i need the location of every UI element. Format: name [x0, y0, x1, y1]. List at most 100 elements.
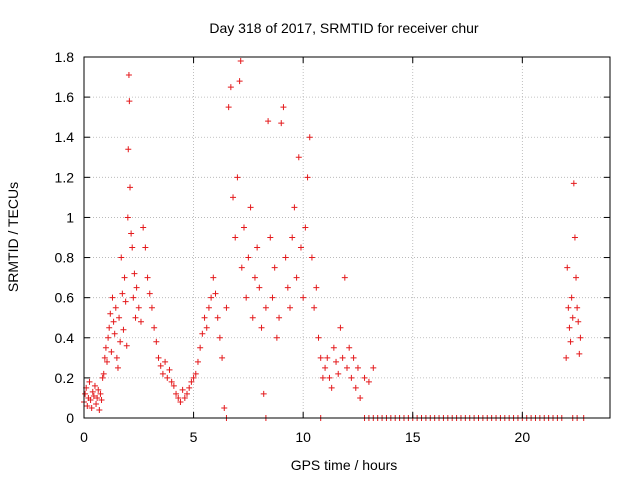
data-point [129, 244, 136, 251]
data-point [84, 402, 91, 409]
y-tick-label: 0 [66, 410, 74, 426]
data-point [201, 314, 208, 321]
data-point [563, 354, 570, 361]
data-point [106, 324, 113, 331]
data-point [313, 284, 320, 291]
data-point [120, 326, 127, 333]
data-point [293, 274, 300, 281]
data-point [197, 344, 204, 351]
data-point [123, 342, 130, 349]
data-point [181, 394, 188, 401]
data-point [276, 314, 283, 321]
data-point [237, 58, 244, 65]
data-point [234, 174, 241, 181]
data-point [247, 204, 254, 211]
data-point [144, 274, 151, 281]
data-point [568, 294, 575, 301]
data-point [133, 284, 140, 291]
data-point [308, 254, 315, 261]
data-point [90, 392, 97, 399]
data-point [132, 314, 139, 321]
data-point [324, 354, 331, 361]
data-point [570, 180, 577, 187]
data-point [306, 134, 313, 141]
x-tick-label: 0 [80, 429, 88, 445]
data-point [240, 224, 247, 231]
data-point [344, 364, 350, 371]
data-point [119, 290, 126, 297]
data-point [260, 390, 267, 397]
data-point [114, 364, 121, 371]
data-point [304, 174, 311, 181]
x-tick-label: 10 [295, 429, 311, 445]
ticks-layer [83, 56, 610, 419]
data-point [300, 294, 307, 301]
data-point [98, 396, 105, 403]
data-point [164, 374, 171, 381]
data-point [210, 274, 217, 281]
data-point [287, 304, 294, 311]
data-point [227, 84, 234, 91]
y-tick-label: 0.8 [55, 250, 75, 266]
data-point [335, 370, 342, 377]
data-point [350, 354, 357, 361]
data-point [262, 304, 269, 311]
data-point [574, 304, 581, 311]
data-point [341, 274, 348, 281]
data-point [223, 304, 230, 311]
data-point [140, 224, 147, 231]
data-point [192, 370, 199, 377]
data-point [121, 274, 128, 281]
y-tick-label: 0.6 [55, 290, 75, 306]
x-tick-label: 20 [515, 429, 531, 445]
data-point [109, 294, 116, 301]
data-point [128, 230, 135, 237]
points-layer [81, 58, 587, 421]
data-point [238, 264, 245, 271]
data-point [102, 344, 109, 351]
data-point [282, 254, 289, 261]
data-point [214, 314, 221, 321]
data-point [254, 244, 261, 251]
data-point [127, 184, 134, 191]
data-point [153, 338, 160, 345]
data-point [159, 370, 166, 377]
data-point [291, 204, 298, 211]
data-point [91, 382, 98, 389]
data-point [89, 388, 96, 395]
data-point [565, 304, 572, 311]
data-point [117, 338, 124, 345]
data-point [86, 378, 93, 385]
data-point [124, 214, 131, 221]
data-point [203, 324, 210, 331]
data-point [126, 98, 133, 105]
data-point [166, 366, 173, 373]
data-point [311, 304, 318, 311]
y-tick-label: 1.2 [55, 169, 75, 185]
data-point [208, 294, 215, 301]
data-point [315, 334, 322, 341]
data-point [265, 118, 272, 125]
data-point [97, 390, 104, 397]
data-point [352, 384, 359, 391]
data-point [251, 274, 258, 281]
data-point [348, 374, 355, 381]
data-point [112, 304, 119, 311]
data-point [576, 350, 583, 357]
data-point [225, 104, 232, 111]
data-point [107, 310, 114, 317]
data-point [575, 318, 582, 325]
data-point [333, 358, 340, 365]
data-point [113, 354, 120, 361]
data-point [157, 362, 164, 369]
data-point [101, 354, 108, 361]
data-point [94, 394, 101, 401]
data-point [569, 314, 576, 321]
data-point [188, 378, 195, 385]
data-point [170, 382, 177, 389]
data-point [105, 334, 112, 341]
data-point [137, 318, 144, 325]
data-point [346, 344, 353, 351]
data-point [190, 374, 197, 381]
data-point [577, 334, 584, 341]
